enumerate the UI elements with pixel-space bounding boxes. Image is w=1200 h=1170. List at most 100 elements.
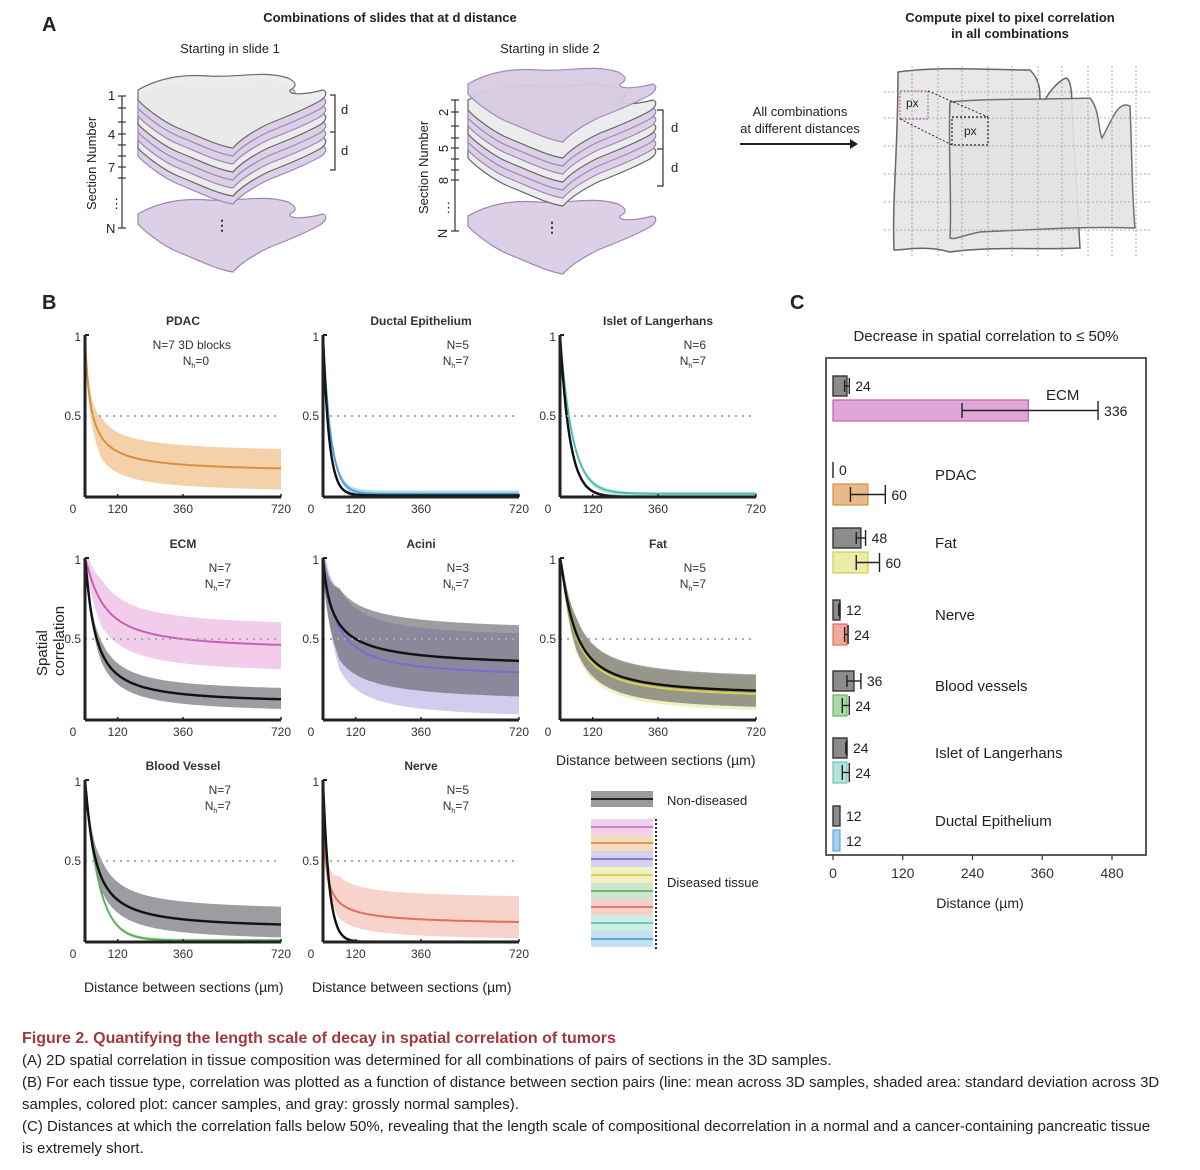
x-tick-label-0: 0 bbox=[70, 725, 77, 739]
x-tick-label-360: 360 bbox=[411, 947, 431, 961]
x-tick-label-120: 120 bbox=[583, 725, 603, 739]
category-label: Islet of Langerhans bbox=[935, 745, 1063, 762]
y-tick-label-1: 1 bbox=[312, 775, 319, 789]
category-label: Fat bbox=[935, 535, 958, 552]
subplot-title: Fat bbox=[649, 537, 667, 551]
panel-c-title: Decrease in spatial correlation to ≤ 50% bbox=[853, 328, 1119, 345]
diseased-bar bbox=[832, 829, 841, 852]
stack2-tick-2: 2 bbox=[436, 108, 452, 117]
subplot-pdac: 1 0.5 0 120 360 720 PDAC N=7 3D blocks Nh=0 bbox=[64, 314, 291, 516]
y-tick-label-0.5: 0.5 bbox=[64, 409, 81, 423]
x-tick-label-720: 720 bbox=[509, 502, 529, 516]
x-tick-label-120: 120 bbox=[583, 502, 603, 516]
non-diseased-value-label: 12 bbox=[846, 808, 862, 824]
x-tick-label-120: 120 bbox=[346, 502, 366, 516]
n-label: N=3 bbox=[447, 561, 470, 575]
subplot-ductal-epithelium: 1 0.5 0 120 360 720 Ductal Epithelium N=5 Nh=7 bbox=[302, 314, 529, 516]
subplot-title: PDAC bbox=[166, 314, 200, 328]
x-tick-label-360: 360 bbox=[173, 947, 193, 961]
section-axis-1 bbox=[118, 95, 126, 229]
subplot-title: Islet of Langerhans bbox=[603, 314, 713, 328]
diseased-band bbox=[85, 558, 281, 670]
y-tick-label-1: 1 bbox=[312, 330, 319, 344]
stack2-tick-ellipsis: ⋮ bbox=[442, 200, 455, 215]
subplot-title: Blood Vessel bbox=[146, 759, 221, 773]
diseased-band bbox=[323, 780, 519, 939]
x-tick-label-360: 360 bbox=[173, 502, 193, 516]
n-label: N=7 bbox=[209, 783, 232, 797]
diseased-value-label: 24 bbox=[855, 765, 871, 781]
stack1-tick-1: 1 bbox=[108, 88, 116, 103]
panel-a-diagram: ⋮ ⋮ bbox=[118, 66, 1150, 275]
x-tick-label-120: 120 bbox=[108, 502, 128, 516]
y-tick-label-1: 1 bbox=[74, 775, 81, 789]
x-tick-label-360: 360 bbox=[648, 725, 668, 739]
stack1-tick-n: N bbox=[106, 221, 116, 236]
x-tick-label-360: 360 bbox=[411, 725, 431, 739]
diseased-band bbox=[85, 335, 281, 490]
d-label-1b: d bbox=[341, 143, 349, 158]
diseased-value-label: 12 bbox=[846, 833, 862, 849]
slide-stack-1: ⋮ bbox=[137, 73, 327, 273]
legend-diseased-swatches bbox=[591, 819, 653, 947]
diseased-value-label: 60 bbox=[891, 487, 907, 503]
arrow-text-line1: All combinations bbox=[752, 104, 848, 119]
x-tick-label-0: 0 bbox=[308, 947, 315, 961]
bar-group-pdac: 0 60 PDAC bbox=[832, 462, 977, 506]
non-diseased-mean-line bbox=[558, 557, 756, 692]
section-axis-label-2: Section Number bbox=[416, 120, 431, 214]
x-tick-label-720: 720 bbox=[509, 725, 529, 739]
bar-group-fat: 48 60 Fat bbox=[832, 527, 958, 574]
d-bracket-2 bbox=[657, 109, 664, 187]
y-tick-label-1: 1 bbox=[549, 330, 556, 344]
non-diseased-bar bbox=[832, 737, 848, 759]
stack1-tick-7: 7 bbox=[108, 160, 116, 175]
stack1-tick-4: 4 bbox=[108, 127, 116, 142]
non-diseased-value-label: 12 bbox=[846, 602, 862, 618]
diseased-mean-line bbox=[84, 334, 281, 470]
category-label: PDAC bbox=[935, 467, 977, 484]
d-label-2a: d bbox=[671, 120, 679, 135]
stack2-tick-n: N bbox=[435, 228, 451, 239]
x-tick-label-720: 720 bbox=[746, 725, 766, 739]
non-diseased-mean-line bbox=[321, 557, 519, 662]
x-tick-label-0: 0 bbox=[70, 947, 77, 961]
x-tick-label-120: 120 bbox=[346, 725, 366, 739]
bar-group-blood-vessels: 36 24 Blood vessels bbox=[832, 670, 1028, 717]
arrow-text-line2: at different distances bbox=[740, 121, 860, 136]
x-tick-label-120: 120 bbox=[108, 725, 128, 739]
arrow-icon bbox=[740, 139, 858, 149]
x-tick-label-0: 0 bbox=[70, 502, 77, 516]
y-tick-label-0.5: 0.5 bbox=[64, 632, 81, 646]
panel-c-letter: C bbox=[790, 292, 805, 314]
stack1-tick-ellipsis: ⋮ bbox=[110, 196, 123, 211]
non-diseased-mean-line bbox=[83, 557, 281, 701]
n-label: N=5 bbox=[684, 561, 707, 575]
non-diseased-value-label: 48 bbox=[872, 530, 888, 546]
subplot-fat: 1 0.5 0 120 360 720 Fat N=5 Nh=7 bbox=[539, 537, 766, 739]
non-diseased-band bbox=[323, 558, 519, 697]
bar-group-ecm: 24 336 ECM bbox=[832, 375, 1128, 422]
subplot-ecm: 1 0.5 0 120 360 720 ECM N=7 Nh=7 bbox=[64, 537, 291, 739]
x-tick-label-0: 0 bbox=[545, 725, 552, 739]
y-tick-label-1: 1 bbox=[549, 553, 556, 567]
n-label: N=5 bbox=[447, 783, 470, 797]
y-tick-label-0.5: 0.5 bbox=[302, 632, 319, 646]
nh-label: Nh=0 bbox=[183, 354, 210, 370]
section-axis-label-1: Section Number bbox=[84, 116, 99, 210]
xlabel-nerve: Distance between sections (µm) bbox=[312, 979, 512, 995]
stack2-tick-5: 5 bbox=[436, 144, 452, 153]
y-tick-label-0.5: 0.5 bbox=[539, 409, 556, 423]
d-label-2b: d bbox=[671, 160, 679, 175]
diseased-value-label: 24 bbox=[854, 627, 870, 643]
diseased-value-label: 336 bbox=[1104, 403, 1128, 419]
category-label: Blood vessels bbox=[935, 678, 1028, 695]
caption-c: (C) Distances at which the correlation f… bbox=[22, 1118, 1151, 1157]
x-tick-label-480: 480 bbox=[1100, 865, 1124, 881]
panel-c-chart: 0 120 240 360 480 24 336 ECM 0 60 PDAC 48 60 Fat 12 24 N… bbox=[825, 357, 1147, 881]
nh-label: Nh=7 bbox=[680, 354, 707, 370]
subplot-title: Acini bbox=[406, 537, 435, 551]
nh-label: Nh=7 bbox=[205, 577, 232, 593]
pixel-correlation-diagram bbox=[884, 66, 1150, 256]
bar-group-islet-of-langerhans: 24 24 Islet of Langerhans bbox=[832, 737, 1063, 784]
